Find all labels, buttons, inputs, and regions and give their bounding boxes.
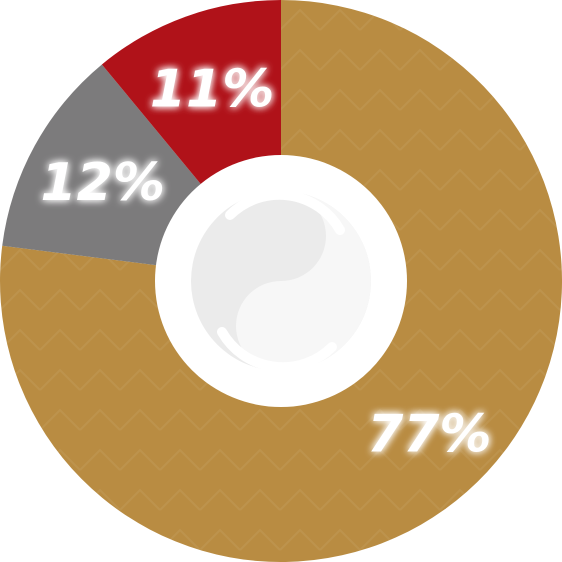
logo-swirl-arc-lower	[217, 327, 337, 373]
logo-swirl-light	[236, 191, 371, 371]
labels-group: 77% 12% 11%	[40, 60, 491, 465]
slice-label: 11%	[150, 60, 274, 120]
swirl-logo-icon	[191, 189, 371, 373]
logo-swirl-arc	[225, 189, 345, 235]
slice-label: 77%	[367, 405, 491, 465]
slice-label: 12%	[40, 153, 164, 213]
